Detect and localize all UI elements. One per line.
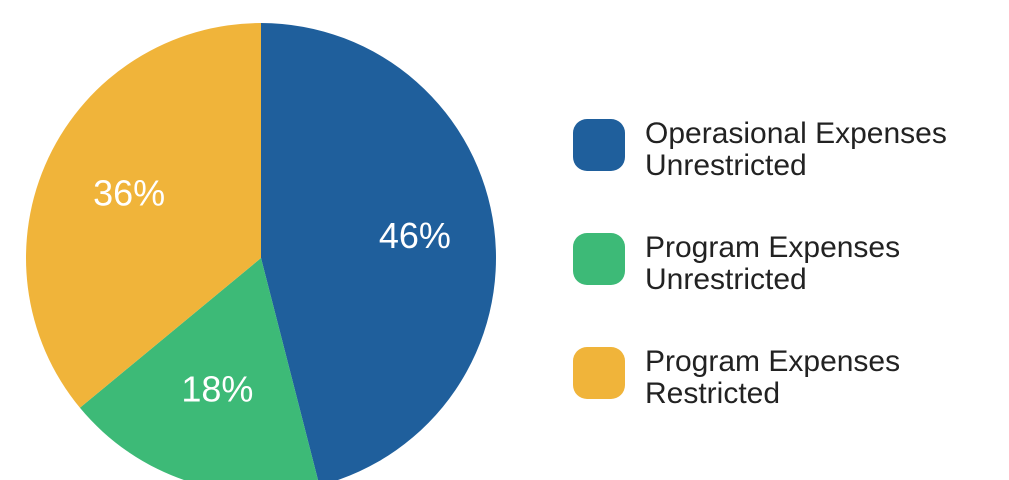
legend-label-2-line2: Unrestricted xyxy=(645,263,807,296)
legend-label-1-line1: Operasional Expenses xyxy=(645,117,947,150)
legend-swatch-2 xyxy=(573,233,625,285)
pie-slices xyxy=(26,23,496,480)
pie-slice-2 xyxy=(79,258,318,480)
legend-swatch-1 xyxy=(573,119,625,171)
pie-slice-label-3: 36% xyxy=(93,172,165,213)
legend-label-1-line2: Unrestricted xyxy=(645,149,807,182)
pie-slice-3 xyxy=(26,23,261,408)
pie-slice-label-1: 46% xyxy=(379,215,451,256)
pie-slice-1 xyxy=(261,23,496,480)
legend: Operasional ExpensesUnrestrictedProgram … xyxy=(573,117,947,410)
pie-slice-label-2: 18% xyxy=(181,369,253,410)
legend-label-3-line1: Program Expenses xyxy=(645,345,900,378)
pie-slice-labels: 46% 18% 36% xyxy=(93,172,451,409)
legend-label-2-line1: Program Expenses xyxy=(645,231,900,264)
legend-swatch-3 xyxy=(573,347,625,399)
legend-label-3-line2: Restricted xyxy=(645,377,780,410)
